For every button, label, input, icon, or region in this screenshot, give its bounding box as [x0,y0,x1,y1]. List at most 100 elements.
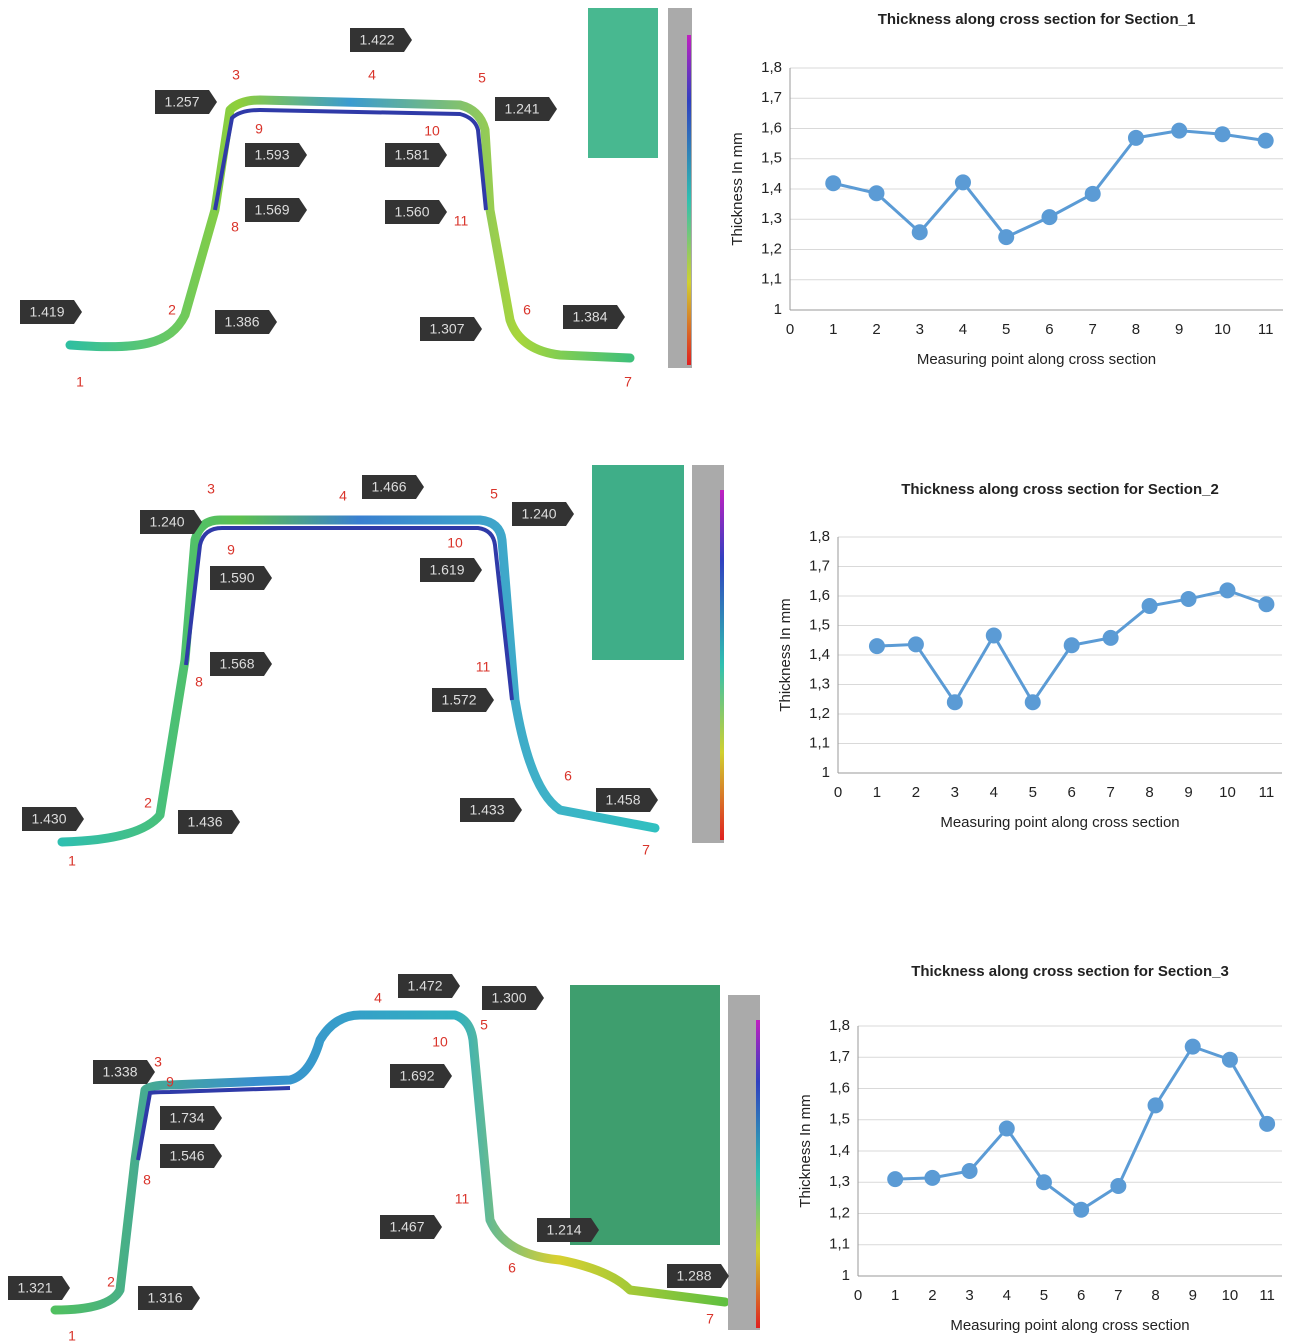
callout-label: 1.338 [102,1064,137,1080]
point-number: 4 [339,488,347,504]
callout-label: 1.288 [676,1268,711,1284]
point-number: 8 [143,1172,151,1188]
data-point [999,1121,1015,1137]
x-tick-label: 0 [854,1287,862,1304]
color-scale-bar [756,1020,760,1328]
x-tick-label: 1 [891,1287,899,1304]
data-point [1222,1052,1238,1068]
x-tick-label: 11 [1259,1287,1275,1304]
point-number: 6 [508,1260,516,1276]
y-tick-label: 1,5 [829,1111,850,1128]
data-point [986,628,1002,644]
point-number: 10 [432,1034,448,1050]
x-tick-label: 7 [1114,1287,1122,1304]
y-tick-label: 1,7 [761,89,782,106]
data-point [1073,1202,1089,1218]
x-tick-label: 7 [1089,321,1097,338]
callout-label: 1.257 [164,94,199,110]
point-number: 7 [624,374,632,390]
point-number: 5 [490,486,498,502]
data-point [1110,1178,1126,1194]
x-tick-label: 4 [959,321,967,338]
y-tick-label: 1 [842,1267,850,1284]
callout-label: 1.241 [504,101,539,117]
data-point [1185,1039,1201,1055]
y-tick-label: 1,2 [761,240,782,257]
y-tick-label: 1,8 [809,528,830,545]
data-point [887,1171,903,1187]
callout-label: 1.419 [29,304,64,320]
point-number: 3 [207,481,215,497]
data-point [1259,1116,1275,1132]
y-tick-label: 1,2 [829,1204,850,1221]
callout-label: 1.560 [394,204,429,220]
x-tick-label: 4 [1003,1287,1011,1304]
y-tick-label: 1,4 [809,646,830,663]
chart-title: Thickness along cross section for Sectio… [901,481,1219,498]
callout-label: 1.433 [469,802,504,818]
callout-label: 1.466 [371,479,406,495]
x-axis-label: Measuring point along cross section [940,814,1179,831]
point-number: 4 [374,990,382,1006]
point-number: 2 [107,1274,115,1290]
data-point [1128,130,1144,146]
y-axis-label: Thickness In mm [777,598,794,711]
point-number: 1 [68,1328,76,1344]
point-number: 8 [231,219,239,235]
x-tick-label: 9 [1175,321,1183,338]
callout-label: 1.321 [17,1280,52,1296]
callout-label: 1.593 [254,147,289,163]
callout-label: 1.581 [394,147,429,163]
data-point [908,636,924,652]
y-tick-label: 1,7 [809,557,830,574]
x-tick-label: 3 [951,784,959,801]
x-tick-label: 4 [990,784,998,801]
y-tick-label: 1,3 [829,1173,850,1190]
x-tick-label: 5 [1002,321,1010,338]
point-number: 11 [455,1191,470,1207]
callout-label: 1.214 [546,1222,581,1238]
callout-label: 1.422 [359,32,394,48]
point-number: 10 [424,123,440,139]
y-tick-label: 1,5 [809,616,830,633]
color-scale-bar [720,490,724,840]
y-tick-label: 1,3 [761,210,782,227]
y-tick-label: 1,6 [829,1079,850,1096]
x-tick-label: 6 [1077,1287,1085,1304]
x-tick-label: 9 [1189,1287,1197,1304]
data-point [825,175,841,191]
thumbnail [570,985,720,1245]
section-shape [70,100,630,358]
x-tick-label: 2 [872,321,880,338]
y-tick-label: 1 [822,764,830,781]
callout-label: 1.568 [219,656,254,672]
callout-label: 1.734 [169,1110,204,1126]
thumbnail [592,465,684,660]
point-number: 1 [68,853,76,869]
callout-label: 1.619 [429,562,464,578]
data-point [868,185,884,201]
data-point [869,638,885,654]
y-tick-label: 1,3 [809,675,830,692]
point-number: 5 [478,70,486,86]
point-number: 6 [564,768,572,784]
y-tick-label: 1,4 [761,180,782,197]
point-number: 2 [168,302,176,318]
x-tick-label: 2 [912,784,920,801]
x-tick-label: 7 [1106,784,1114,801]
y-tick-label: 1,8 [761,59,782,76]
x-tick-label: 8 [1145,784,1153,801]
point-number: 1 [76,374,84,390]
data-point [1041,209,1057,225]
data-point [1181,591,1197,607]
x-tick-label: 0 [834,784,842,801]
x-tick-label: 6 [1045,321,1053,338]
callout-label: 1.590 [219,570,254,586]
x-tick-label: 2 [928,1287,936,1304]
callout-label: 1.472 [407,978,442,994]
y-tick-label: 1 [774,301,782,318]
x-tick-label: 0 [786,321,794,338]
point-number: 11 [476,659,491,675]
x-tick-label: 1 [873,784,881,801]
callout-label: 1.572 [441,692,476,708]
